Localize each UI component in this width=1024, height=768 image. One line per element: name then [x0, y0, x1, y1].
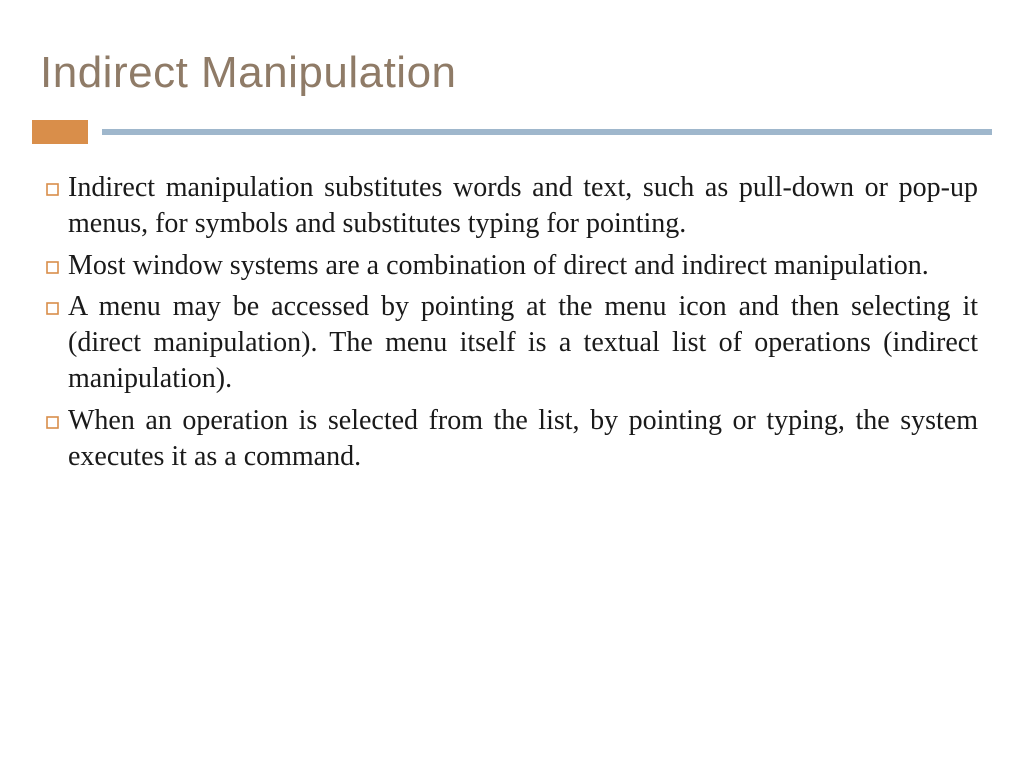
content-area: Indirect manipulation substitutes words … — [40, 170, 984, 475]
bullet-text: Most window systems are a combination of… — [68, 248, 978, 284]
bullet-text: A menu may be accessed by pointing at th… — [68, 289, 978, 396]
list-item: Indirect manipulation substitutes words … — [46, 170, 978, 242]
slide-title: Indirect Manipulation — [40, 48, 984, 98]
square-bullet-icon — [46, 248, 68, 278]
square-bullet-icon — [46, 403, 68, 433]
accent-block — [32, 120, 88, 144]
list-item: When an operation is selected from the l… — [46, 403, 978, 475]
list-item: A menu may be accessed by pointing at th… — [46, 289, 978, 396]
slide: Indirect Manipulation Indirect manipulat… — [0, 0, 1024, 768]
divider — [32, 120, 992, 144]
horizontal-rule — [102, 129, 992, 135]
square-bullet-icon — [46, 170, 68, 200]
bullet-text: Indirect manipulation substitutes words … — [68, 170, 978, 242]
square-bullet-icon — [46, 289, 68, 319]
bullet-text: When an operation is selected from the l… — [68, 403, 978, 475]
list-item: Most window systems are a combination of… — [46, 248, 978, 284]
